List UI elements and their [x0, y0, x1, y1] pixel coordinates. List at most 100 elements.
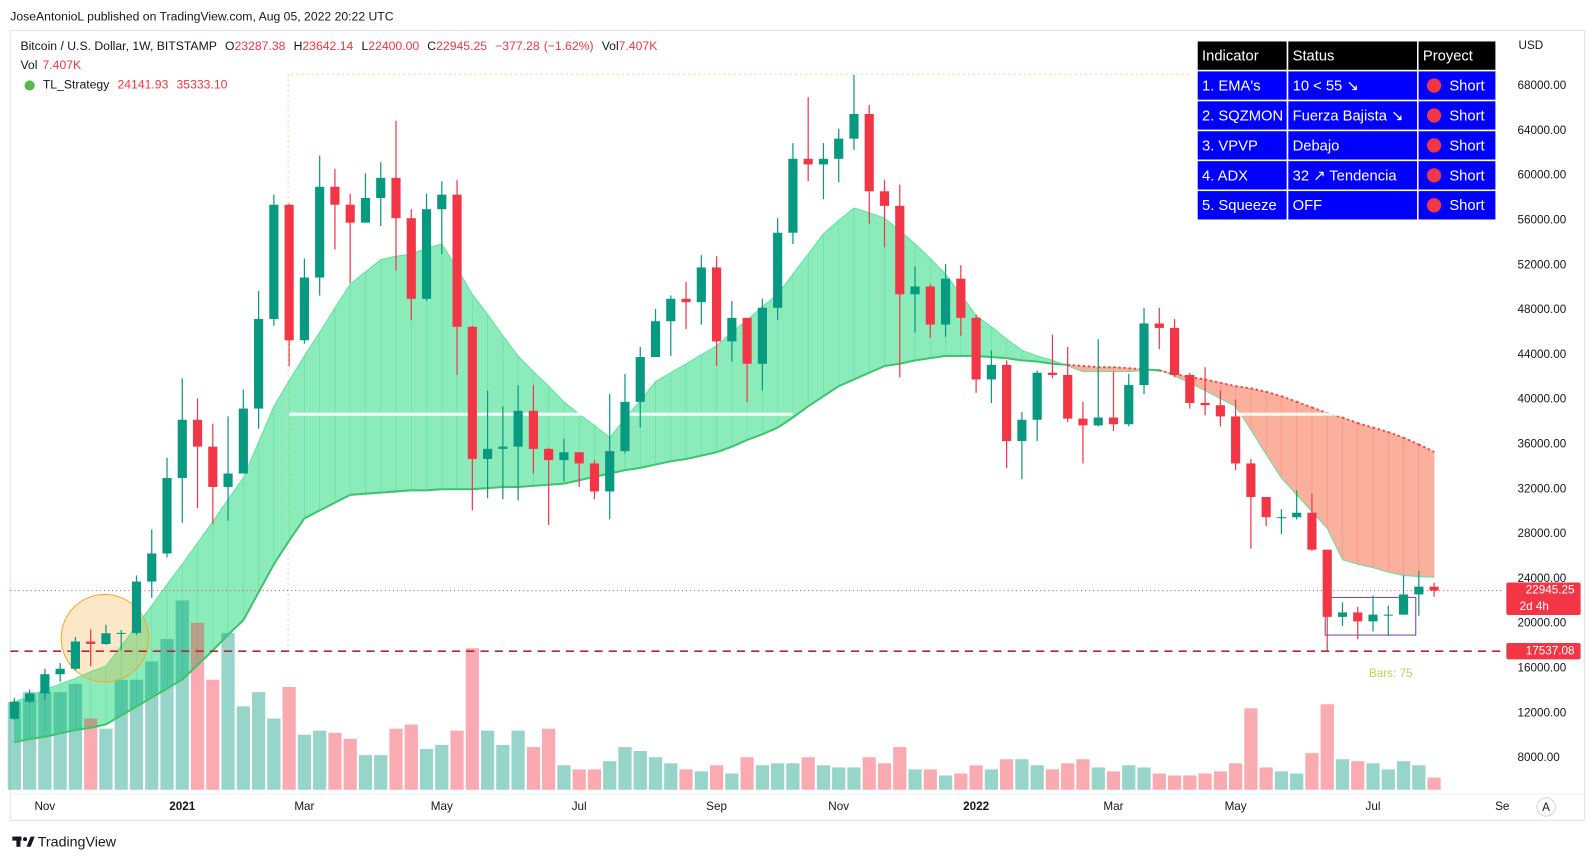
table-cell [1196, 99, 1289, 132]
table-text: Short [1449, 108, 1484, 124]
candle-body [1398, 594, 1409, 615]
candle-body [254, 318, 264, 409]
legend-value: 23287.38 [235, 39, 286, 53]
cloud-segment [655, 372, 672, 465]
volume-bar [145, 661, 159, 790]
volume-legend: Vol 7.407K [20, 58, 81, 72]
table-text: 2. SQZMON [1202, 108, 1283, 124]
slow-line [395, 489, 412, 493]
volume-bar [740, 757, 754, 790]
table-text: 4. ADX [1202, 168, 1248, 184]
volume-bar [664, 763, 678, 790]
candle-body [513, 410, 523, 447]
volume-bar [816, 765, 831, 790]
legend-change: −377.28 [495, 39, 540, 53]
slow-line [257, 563, 275, 593]
volume-bar [1244, 708, 1258, 790]
x-tick-label: Nov [828, 800, 849, 813]
slow-line [624, 466, 641, 472]
indicator-name: TL_Strategy [43, 78, 110, 92]
volume-bar [450, 730, 464, 790]
volume-bar [38, 692, 52, 790]
slow-line [90, 723, 107, 729]
candle-body [1169, 327, 1180, 375]
status-dot [1426, 138, 1442, 153]
volume-bar [633, 751, 647, 790]
range-box [287, 73, 1191, 652]
y-tick-label: 52000.00 [1518, 258, 1567, 271]
cloud-segment [273, 379, 290, 566]
volume-bar [419, 749, 434, 790]
candle-body [834, 138, 844, 159]
slow-line [822, 385, 840, 398]
slow-line [75, 726, 91, 731]
volume-bar [954, 773, 968, 790]
candle-body [1108, 417, 1119, 425]
table-cell [1286, 129, 1419, 162]
legend-key: O [225, 39, 234, 53]
y-tick-label: 68000.00 [1518, 79, 1567, 92]
candle-body [971, 317, 981, 380]
slow-line [670, 457, 687, 463]
indicator-value: 35333.10 [177, 78, 228, 92]
y-tick-label: 28000.00 [1518, 527, 1567, 540]
slow-line [288, 517, 306, 542]
x-tick-label: Mar [1103, 800, 1123, 813]
volume-bar [1305, 753, 1319, 790]
slow-line [303, 509, 321, 520]
table-cell [1196, 189, 1289, 222]
volume-bar [53, 692, 67, 790]
volume-bar [694, 771, 708, 790]
chart-frame [9, 30, 1586, 821]
candle-body [895, 205, 905, 295]
auto-scale-button[interactable] [1536, 797, 1556, 817]
volume-bar [679, 769, 693, 790]
cloud-segment [288, 354, 305, 542]
candle-body [574, 452, 584, 464]
volume-bar [725, 773, 739, 790]
volume-bar [1229, 763, 1243, 790]
cloud-segment [701, 345, 717, 456]
volume-bar [786, 763, 800, 790]
slow-line [151, 687, 168, 699]
table-header-cell [1286, 39, 1419, 72]
volume-bar [1045, 769, 1060, 790]
volume-bar [435, 744, 449, 790]
candle-body [849, 114, 859, 139]
volume-bar [862, 757, 876, 790]
table-text: Debajo [1293, 138, 1340, 154]
slow-line [44, 732, 61, 738]
candle-body [376, 177, 386, 199]
candle-body [330, 186, 340, 205]
candle-body [1002, 364, 1012, 442]
y-tick-label: 20000.00 [1518, 617, 1567, 630]
volume-bar [847, 767, 861, 790]
slow-line [227, 619, 245, 636]
cloud-segment [1342, 417, 1359, 565]
candle-body [1261, 497, 1271, 518]
legend-line: Bitcoin / U.S. Dollar, 1W, BITSTAMP O2328… [20, 39, 657, 53]
candle-body [605, 451, 615, 492]
legend-value: 22945.25 [436, 39, 487, 53]
cloud-segment [807, 232, 824, 407]
cloud-segment [1372, 427, 1389, 573]
candle-body [70, 641, 80, 669]
candle-body [1200, 402, 1210, 406]
slow-line [685, 454, 702, 460]
candle-body [192, 419, 203, 447]
volume-bar [7, 702, 21, 790]
candle-body [1353, 612, 1363, 622]
volume-bar [801, 757, 815, 790]
slow-line [991, 356, 1007, 360]
candle-body [1047, 372, 1058, 375]
status-dot [1426, 198, 1442, 213]
volume-bar [1091, 767, 1105, 790]
candle-body [1414, 586, 1424, 595]
logo [26, 836, 35, 847]
candle-body [1276, 517, 1287, 519]
price-tag [1506, 582, 1581, 616]
auto-scale-label[interactable]: A [1542, 801, 1550, 814]
cloud-segment [349, 271, 366, 496]
volume-bar [1335, 759, 1350, 790]
candle-body [406, 218, 416, 299]
